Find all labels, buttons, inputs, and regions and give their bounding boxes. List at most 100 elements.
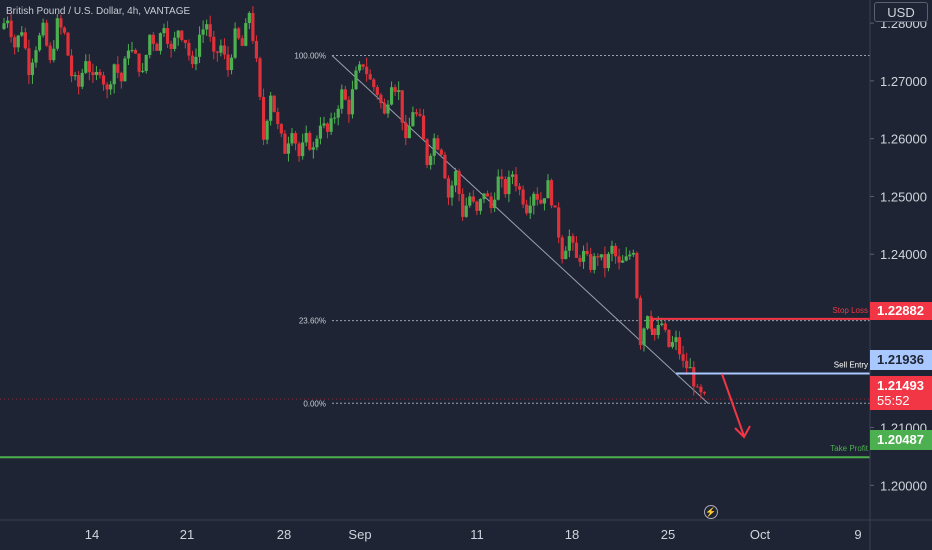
candle-body bbox=[443, 154, 447, 179]
y-tick-label: 1.26000 bbox=[880, 132, 927, 147]
candle-body bbox=[471, 196, 475, 202]
candle-body bbox=[126, 50, 131, 59]
fib-level-label: 23.60% bbox=[299, 317, 326, 326]
candle-body bbox=[240, 38, 244, 46]
candle-body bbox=[429, 155, 433, 166]
candle-body bbox=[475, 201, 479, 211]
candle-body bbox=[592, 256, 596, 270]
candle-body bbox=[30, 62, 35, 76]
candle-body bbox=[510, 174, 515, 177]
stop-loss-line[interactable] bbox=[651, 317, 870, 335]
candle-body bbox=[148, 34, 152, 55]
candle-body bbox=[642, 328, 646, 346]
candle-body bbox=[297, 143, 301, 157]
candle-body bbox=[685, 360, 689, 369]
candle-body bbox=[517, 186, 522, 190]
candle-body bbox=[329, 118, 333, 132]
candle-body bbox=[411, 112, 415, 127]
candle-body bbox=[119, 72, 123, 82]
candle-body bbox=[94, 71, 99, 75]
candle-body bbox=[283, 133, 287, 154]
candle-body bbox=[421, 115, 426, 140]
candle-body bbox=[34, 50, 38, 63]
x-tick-label: 11 bbox=[470, 527, 484, 542]
candle-body bbox=[446, 178, 451, 198]
lightning-icon[interactable]: ⚡ bbox=[704, 505, 718, 519]
candle-body bbox=[589, 254, 593, 270]
candle-body bbox=[286, 143, 291, 154]
stop-loss-label: Stop Loss bbox=[832, 306, 868, 315]
candle-body bbox=[574, 242, 579, 258]
fib-trend-line[interactable] bbox=[331, 55, 709, 404]
candle-body bbox=[464, 205, 468, 217]
currency-button[interactable]: USD bbox=[874, 2, 928, 22]
candle-body bbox=[212, 36, 216, 52]
candle-body bbox=[372, 79, 376, 88]
candle-body bbox=[453, 171, 458, 186]
candle-body bbox=[514, 174, 518, 187]
candle-body bbox=[325, 123, 330, 132]
candle-body bbox=[169, 43, 173, 49]
candle-body bbox=[581, 250, 586, 262]
candle-body bbox=[165, 28, 170, 44]
candle-body bbox=[130, 49, 134, 51]
candle-body bbox=[638, 297, 643, 346]
candle-body bbox=[560, 237, 564, 260]
stop-loss-price-tag[interactable]: 1.22882 bbox=[870, 302, 932, 320]
candle-body bbox=[343, 89, 347, 100]
take-profit-price: 1.20487 bbox=[877, 432, 924, 447]
y-tick-label: 1.25000 bbox=[880, 189, 927, 204]
candle-body bbox=[656, 325, 660, 335]
current-price-tag[interactable]: 1.21493 55:52 bbox=[870, 376, 932, 410]
candle-body bbox=[20, 32, 24, 36]
candle-body bbox=[567, 236, 571, 251]
candle-body bbox=[436, 138, 440, 150]
trade-levels[interactable]: Stop Loss Sell Entry Take Profit bbox=[0, 306, 870, 459]
candle-body bbox=[41, 22, 45, 36]
candle-body bbox=[254, 40, 259, 59]
candle-body bbox=[617, 256, 621, 263]
candle-body bbox=[173, 37, 177, 49]
candle-body bbox=[66, 32, 70, 56]
candle-body bbox=[141, 70, 145, 72]
candle-body bbox=[528, 205, 532, 214]
candle-body bbox=[539, 199, 543, 204]
candle-body bbox=[503, 178, 507, 195]
candle-body bbox=[496, 176, 500, 200]
candle-body bbox=[432, 138, 436, 156]
candle-body bbox=[23, 32, 27, 49]
candle-body bbox=[692, 367, 696, 387]
candle-body bbox=[688, 367, 692, 369]
candle-body bbox=[226, 54, 230, 71]
sell-entry-price-tag[interactable]: 1.21936 bbox=[870, 350, 932, 370]
candle-body bbox=[5, 20, 10, 24]
candle-body bbox=[571, 236, 575, 243]
candle-body bbox=[123, 58, 127, 82]
candle-body bbox=[635, 252, 639, 298]
candle-body bbox=[229, 57, 234, 71]
candle-body bbox=[535, 193, 539, 200]
x-tick-label: 9 bbox=[854, 527, 861, 542]
take-profit-price-tag[interactable]: 1.20487 bbox=[870, 430, 932, 450]
candle-body bbox=[244, 23, 248, 46]
y-tick-label: 1.27000 bbox=[880, 74, 927, 89]
candle-body bbox=[293, 133, 298, 144]
candle-body bbox=[9, 20, 13, 38]
x-tick-label: 21 bbox=[180, 527, 194, 542]
candle-body bbox=[55, 18, 59, 49]
candle-body bbox=[375, 87, 379, 95]
candle-body bbox=[272, 95, 276, 112]
candle-body bbox=[318, 125, 323, 139]
candle-body bbox=[347, 99, 351, 115]
x-axis[interactable]: 14 21 28 Sep 11 18 25 Oct 9 bbox=[0, 519, 932, 542]
candle-body bbox=[439, 149, 443, 155]
down-arrow-shaft bbox=[721, 373, 745, 437]
fibonacci-levels[interactable]: 100.00% 23.60% 0.00% bbox=[294, 51, 870, 408]
candle-body bbox=[461, 194, 465, 217]
candle-body bbox=[237, 28, 241, 39]
candle-body bbox=[62, 27, 67, 33]
candle-body bbox=[116, 64, 120, 73]
candle-body bbox=[222, 45, 227, 55]
candle-body bbox=[269, 95, 273, 121]
